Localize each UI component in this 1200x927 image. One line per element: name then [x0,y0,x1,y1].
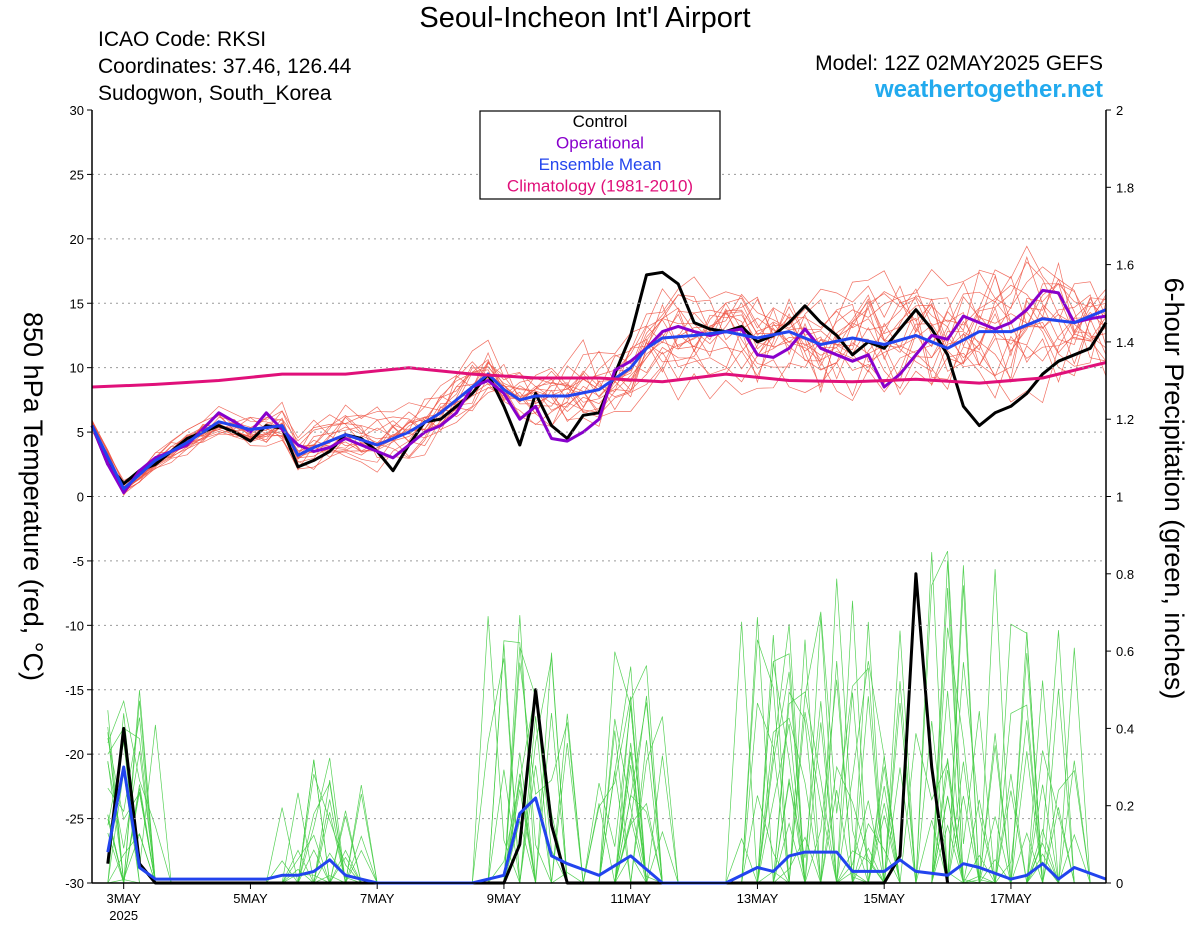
ensemble-members [91,245,1107,885]
right-tick-label: 1.4 [1116,335,1134,350]
right-tick-label: 2 [1116,103,1123,118]
temp-member-line [91,294,1107,492]
control-precip-line [106,572,950,885]
temp-member-line [91,281,1107,488]
legend: Control Operational Ensemble Mean Climatolo… [479,110,721,200]
temp-member-line [91,283,1107,485]
right-tick-label: 0.6 [1116,644,1134,659]
left-tick-label: -25 [65,812,84,827]
x-year-label: 2025 [109,908,138,923]
site-link[interactable]: weathertogether.net [874,76,1103,103]
right-tick-label: 1.6 [1116,258,1134,273]
left-tick-label: 30 [70,103,84,118]
left-tick-label: -5 [72,554,84,569]
left-tick-label: -15 [65,683,84,698]
coordinates: Coordinates: 37.46, 126.44 [98,55,352,78]
left-tick-label: 25 [70,167,84,182]
x-tick-label: 3MAY [106,891,141,906]
right-tick-label: 1.8 [1116,180,1134,195]
legend-box [479,110,721,200]
icao-code: ICAO Code: RKSI [98,28,267,51]
x-tick-label: 13MAY [737,891,779,906]
location: Sudogwon, South_Korea [98,82,332,105]
temp-member-line [91,275,1107,497]
temp-member-line [91,293,1107,493]
legend-entry: Climatology (1981-2010) [507,177,693,196]
x-tick-label: 11MAY [610,891,651,906]
ensemble-mean-temp-line [90,308,1107,491]
left-tick-label: -20 [65,747,84,762]
left-tick-label: 0 [77,490,84,505]
model-run: Model: 12Z 02MAY2025 GEFS [815,52,1103,75]
x-tick-label: 9MAY [487,891,522,906]
axes: -30-25-20-15-10-505101520253000.20.40.60… [18,103,1189,923]
page-title: Seoul-Incheon Int'l Airport [419,2,751,34]
left-tick-label: 10 [70,361,84,376]
right-tick-label: 0.4 [1116,721,1134,736]
x-tick-label: 15MAY [863,891,905,906]
x-tick-label: 17MAY [990,891,1032,906]
left-tick-label: -30 [65,876,84,891]
x-tick-label: 7MAY [360,891,395,906]
temp-member-line [91,270,1107,484]
right-tick-label: 1.2 [1116,412,1134,427]
temp-member-line [91,278,1107,489]
legend-entry: Operational [556,134,644,153]
right-tick-label: 1 [1116,490,1123,505]
left-tick-label: 5 [77,425,84,440]
left-tick-label: 15 [70,296,84,311]
legend-entry: Ensemble Mean [539,155,662,174]
temp-member-line [91,256,1107,494]
climatology-temp-line [91,361,1107,389]
right-tick-label: 0 [1116,876,1123,891]
left-axis-label: 850 hPa Temperature (red, °C) [18,312,48,681]
x-tick-label: 5MAY [233,891,268,906]
right-tick-label: 0.2 [1116,799,1134,814]
temp-member-line [91,301,1107,482]
right-axis-label: 6-hour Precipitation (green, inches) [1159,278,1189,700]
left-tick-label: -10 [65,618,84,633]
temp-member-line [91,266,1107,485]
main-series [90,270,1108,885]
operational-temp-line [90,288,1107,495]
legend-entry: Control [573,112,628,131]
right-tick-label: 0.8 [1116,567,1134,582]
left-tick-label: 20 [70,232,84,247]
